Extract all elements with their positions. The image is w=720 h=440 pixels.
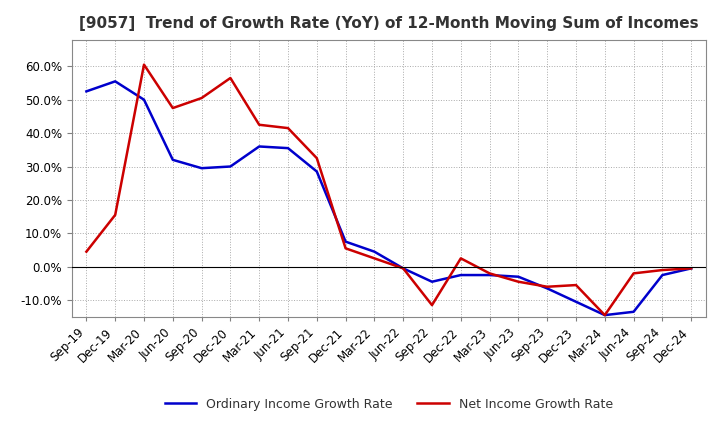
Ordinary Income Growth Rate bbox=[197, 165, 206, 171]
Ordinary Income Growth Rate bbox=[82, 89, 91, 94]
Net Income Growth Rate bbox=[514, 279, 523, 284]
Ordinary Income Growth Rate bbox=[226, 164, 235, 169]
Ordinary Income Growth Rate bbox=[428, 279, 436, 284]
Net Income Growth Rate bbox=[370, 256, 379, 261]
Net Income Growth Rate bbox=[255, 122, 264, 128]
Ordinary Income Growth Rate bbox=[485, 272, 494, 278]
Net Income Growth Rate bbox=[629, 271, 638, 276]
Line: Net Income Growth Rate: Net Income Growth Rate bbox=[86, 65, 691, 315]
Net Income Growth Rate bbox=[168, 106, 177, 111]
Net Income Growth Rate bbox=[687, 266, 696, 271]
Ordinary Income Growth Rate bbox=[629, 309, 638, 315]
Ordinary Income Growth Rate bbox=[399, 266, 408, 271]
Ordinary Income Growth Rate bbox=[514, 274, 523, 279]
Ordinary Income Growth Rate bbox=[341, 239, 350, 244]
Ordinary Income Growth Rate bbox=[572, 299, 580, 304]
Net Income Growth Rate bbox=[197, 95, 206, 101]
Net Income Growth Rate bbox=[658, 268, 667, 273]
Ordinary Income Growth Rate bbox=[600, 312, 609, 318]
Net Income Growth Rate bbox=[284, 125, 292, 131]
Net Income Growth Rate bbox=[226, 75, 235, 81]
Ordinary Income Growth Rate bbox=[284, 146, 292, 151]
Legend: Ordinary Income Growth Rate, Net Income Growth Rate: Ordinary Income Growth Rate, Net Income … bbox=[160, 393, 618, 416]
Ordinary Income Growth Rate bbox=[658, 272, 667, 278]
Net Income Growth Rate bbox=[82, 249, 91, 254]
Net Income Growth Rate bbox=[600, 312, 609, 318]
Ordinary Income Growth Rate bbox=[255, 144, 264, 149]
Ordinary Income Growth Rate bbox=[140, 97, 148, 103]
Net Income Growth Rate bbox=[456, 256, 465, 261]
Ordinary Income Growth Rate bbox=[687, 266, 696, 271]
Net Income Growth Rate bbox=[399, 266, 408, 271]
Title: [9057]  Trend of Growth Rate (YoY) of 12-Month Moving Sum of Incomes: [9057] Trend of Growth Rate (YoY) of 12-… bbox=[79, 16, 698, 32]
Ordinary Income Growth Rate bbox=[370, 249, 379, 254]
Net Income Growth Rate bbox=[312, 155, 321, 161]
Net Income Growth Rate bbox=[428, 302, 436, 308]
Ordinary Income Growth Rate bbox=[111, 79, 120, 84]
Ordinary Income Growth Rate bbox=[312, 169, 321, 174]
Ordinary Income Growth Rate bbox=[543, 286, 552, 291]
Net Income Growth Rate bbox=[572, 282, 580, 288]
Net Income Growth Rate bbox=[543, 284, 552, 290]
Ordinary Income Growth Rate bbox=[456, 272, 465, 278]
Net Income Growth Rate bbox=[111, 212, 120, 217]
Net Income Growth Rate bbox=[485, 271, 494, 276]
Net Income Growth Rate bbox=[140, 62, 148, 67]
Net Income Growth Rate bbox=[341, 246, 350, 251]
Ordinary Income Growth Rate bbox=[168, 157, 177, 162]
Line: Ordinary Income Growth Rate: Ordinary Income Growth Rate bbox=[86, 81, 691, 315]
